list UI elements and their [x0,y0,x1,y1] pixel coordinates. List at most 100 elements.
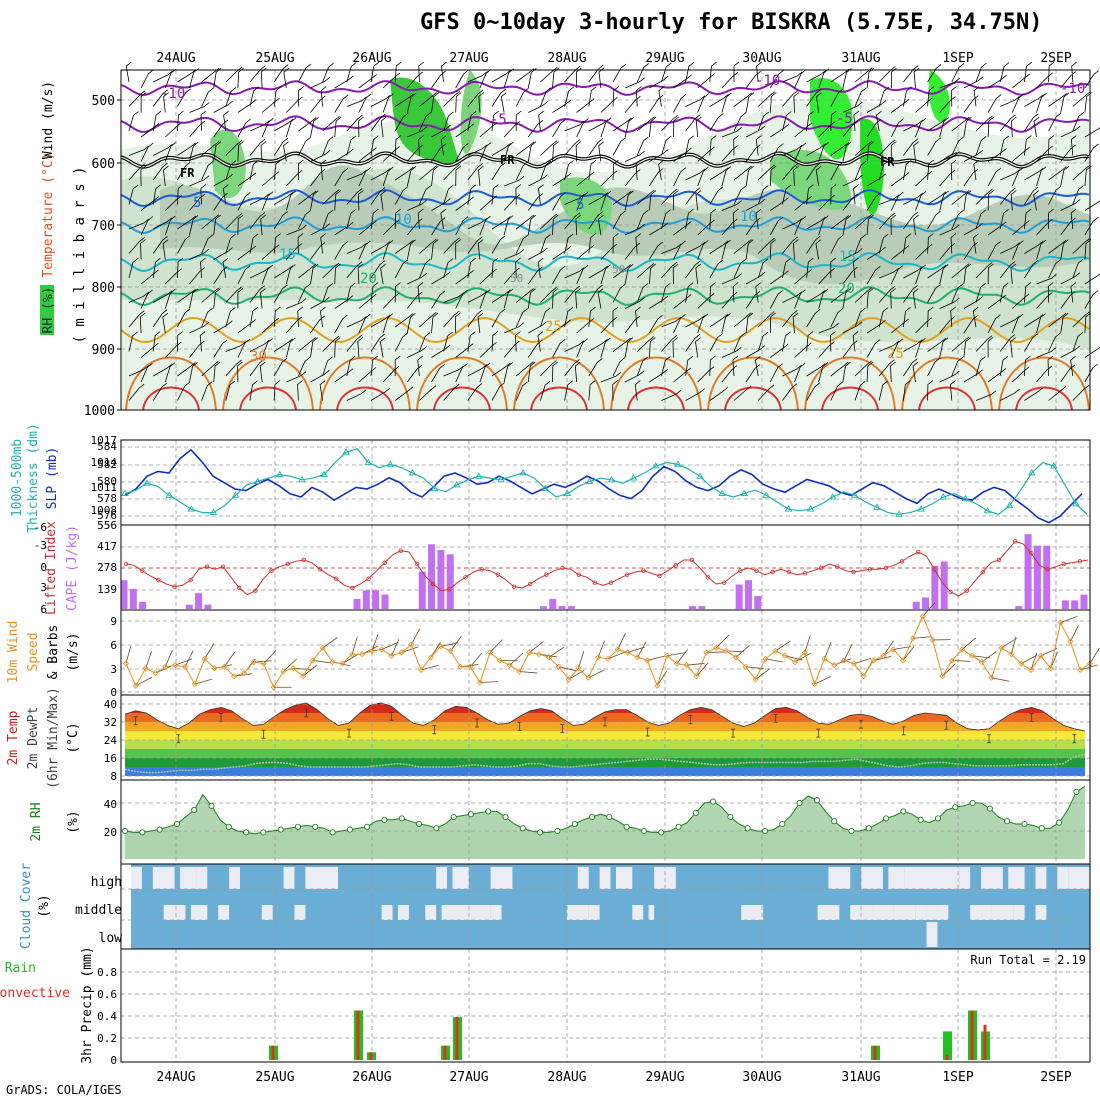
isotherm-label: 25 [887,346,904,362]
lifted-index-marker [463,575,468,580]
wind-barb-10m [902,646,915,661]
wind-barb [382,166,394,187]
wind-barb [782,257,791,279]
thickness-line [124,448,1088,515]
wind-barb [213,339,228,358]
wind-barb [467,71,488,83]
wind-barb [588,306,596,328]
wind-barb [213,100,234,113]
wind-barb [1036,92,1047,113]
lifted-index-marker [430,581,436,587]
wind-barb [273,159,282,181]
wind-barb [854,160,867,181]
wind-barb-10m [765,658,784,663]
lifted-index-marker [867,567,872,572]
wind-barb [140,69,154,89]
wind-speed-marker [467,663,474,670]
wind-barb [1048,61,1055,83]
wind-barb [588,192,609,205]
rh-marker [986,805,993,812]
wind-speed-marker [919,613,926,620]
wind-barb [745,144,761,162]
wind-speed-marker [968,652,976,659]
wind-barb [503,288,514,309]
wind-barb-10m [263,650,277,664]
wind-barb [503,194,521,211]
lifted-index-marker [770,569,775,575]
wind-barb [213,141,222,162]
cloud-clear-cell [381,905,393,920]
cape-bar [195,593,203,609]
minmax-bar [219,712,223,722]
lifted-index-marker [544,572,549,577]
wind-barb-10m [312,660,331,664]
rh-marker [848,827,855,835]
wind-barb [818,194,836,211]
wind-barb [769,290,784,309]
temp-band [125,722,1085,731]
isotherm-minus10 [120,80,1090,96]
wind-barb [1024,94,1044,107]
wind-barb [552,339,566,358]
wind-barb [491,235,506,254]
wind-barb [528,247,548,260]
cloud-clear-cell [1035,867,1047,889]
temp2m-axis-label: (6hr Min/Max) [46,687,61,789]
wind-barb [915,97,933,113]
wind-barb [515,257,521,279]
wind-barb [866,141,875,162]
wind-barb [721,71,739,89]
wind-barb [1060,345,1081,358]
wind-barb [794,142,807,162]
wind-barb [612,210,626,230]
rh-marker [433,825,440,832]
wind-barb [165,121,183,138]
wind-barb [576,118,589,138]
wind-barb [950,306,956,328]
wind-barb [380,263,386,285]
wind-barb [903,192,923,205]
wind-barb [830,88,844,107]
wind-speed-marker [693,673,700,680]
cloud-clear-cell [577,867,589,889]
rh-marker [934,815,942,822]
wind-barb [467,236,483,254]
rh-marker [502,813,509,821]
thickness-tick: 582 [97,458,117,471]
wind-barb [951,263,970,279]
lifted-index-marker [172,584,177,589]
wind-barb [128,310,145,328]
wind-barb [153,143,173,156]
wind-barb [552,192,566,211]
cloud-clear-cell [397,905,409,920]
precip-conv-bar [369,1052,373,1060]
wind-barb [806,309,821,328]
wind-barb [624,223,645,236]
temp-band [125,740,1085,749]
wind-barb [431,165,439,187]
wind-barb [1060,144,1076,162]
wind-barb [199,331,206,352]
lifted-index-marker [980,569,986,575]
rh-marker [606,813,613,821]
wind-barb [636,262,655,279]
wind-barb [963,296,984,309]
wind-barb [177,257,184,279]
cloud-level-label: low [99,931,123,946]
wind-barb [249,138,266,156]
cape-bar [418,571,426,609]
wind-barb [153,290,173,303]
wind-barb [467,217,488,230]
wind-speed-marker [673,660,680,667]
cloud-clear-cell [615,867,633,889]
wind-barb [298,283,311,303]
wind-barb [890,141,897,162]
wind-barb [685,135,694,156]
thickness-tick: 580 [97,475,117,488]
wind-speed-marker [142,665,149,672]
wind-barb [975,262,993,279]
wind-barb [661,282,671,303]
cloud-clear-cell [566,905,589,920]
wind-barb [612,117,632,132]
wind-barb [237,99,257,113]
